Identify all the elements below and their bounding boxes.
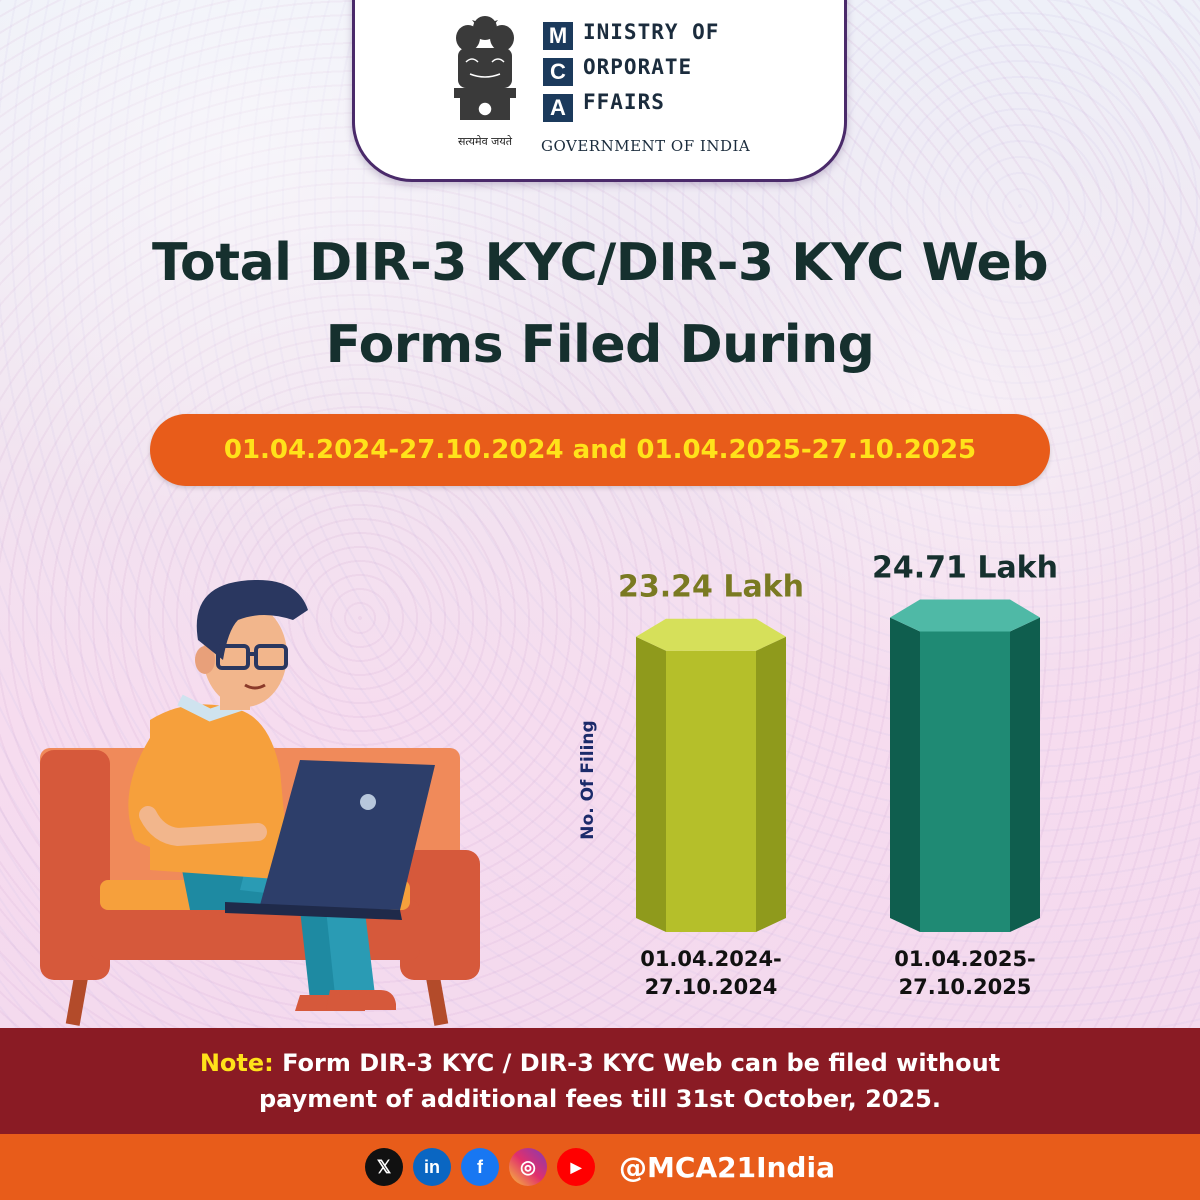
logo-letter-c: C <box>543 58 573 86</box>
filings-bar-chart: 23.24 Lakh 01.04.2024- 27.10.2024 24.71 Lak… <box>618 551 1058 999</box>
note-band: Note: Form DIR-3 KYC / DIR-3 KYC Web can… <box>0 1028 1200 1134</box>
national-emblem-icon <box>454 16 516 120</box>
logo-word-ministry: INISTRY OF <box>583 20 720 44</box>
mca-logo: M C A <box>543 22 573 130</box>
bar-2-top <box>890 599 1040 632</box>
bar-1: 23.24 Lakh 01.04.2024- 27.10.2024 <box>618 570 804 999</box>
bar-2-right-facet <box>1010 617 1040 932</box>
period-text: 01.04.2024-27.10.2024 and 01.04.2025-27.… <box>223 435 977 465</box>
facebook-icon[interactable]: f <box>461 1148 500 1186</box>
bar-2-left-facet <box>890 617 920 932</box>
note-text: Note: Form DIR-3 KYC / DIR-3 KYC Web can… <box>150 1045 1050 1117</box>
note-label: Note: <box>199 1049 274 1077</box>
page-title: Total DIR-3 KYC/DIR-3 KYC Web Forms File… <box>60 222 1140 386</box>
bar-2-front-facet <box>920 631 1010 932</box>
bar-1-left-facet <box>636 636 666 932</box>
bar-2-category-line-1: 01.04.2025- <box>894 947 1036 971</box>
bar-1-front-facet <box>666 650 756 932</box>
title-line-1: Total DIR-3 KYC/DIR-3 KYC Web <box>151 233 1049 293</box>
person-with-laptop-illustration <box>40 580 480 1026</box>
bar-1-category-line-2: 27.10.2024 <box>645 975 778 999</box>
note-body: Form DIR-3 KYC / DIR-3 KYC Web can be fi… <box>259 1049 1001 1113</box>
linkedin-icon[interactable]: in <box>413 1148 452 1186</box>
logo-word-corporate: ORPORATE <box>583 55 693 79</box>
bar-1-value-label: 23.24 Lakh <box>618 570 804 605</box>
logo-letter-m: M <box>543 22 573 50</box>
government-line: GOVERNMENT OF INDIA <box>541 137 751 155</box>
bar-1-category-line-1: 01.04.2024- <box>640 947 782 971</box>
bar-1-right-facet <box>756 636 786 932</box>
header-card: सत्यमेव जयते M C A INISTRY OF ORPORATE F… <box>352 0 847 182</box>
social-handle[interactable]: @MCA21India <box>619 1150 835 1184</box>
x-icon[interactable]: 𝕏 <box>365 1148 404 1186</box>
bar-2-category-line-2: 27.10.2025 <box>899 975 1032 999</box>
bar-1-top <box>636 618 786 651</box>
period-pill: 01.04.2024-27.10.2024 and 01.04.2025-27.… <box>150 414 1050 486</box>
logo-word-affairs: FFAIRS <box>583 90 665 114</box>
bar-2: 24.71 Lakh 01.04.2025- 27.10.2025 <box>872 551 1058 999</box>
logo-letter-a: A <box>543 94 573 122</box>
instagram-icon[interactable]: ◎ <box>509 1148 548 1186</box>
title-line-2: Forms Filed During <box>325 315 875 376</box>
bar-2-value-label: 24.71 Lakh <box>872 551 1058 586</box>
social-footer: 𝕏 in f ◎ ▶ @MCA21India <box>0 1134 1200 1200</box>
emblem-caption: सत्यमेव जयते <box>457 135 512 148</box>
youtube-icon[interactable]: ▶ <box>557 1148 596 1186</box>
